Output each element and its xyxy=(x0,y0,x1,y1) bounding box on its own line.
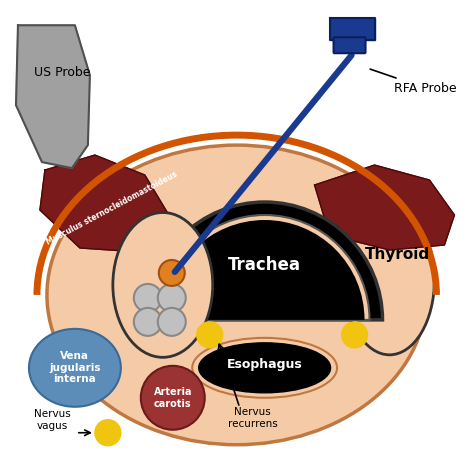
FancyBboxPatch shape xyxy=(334,37,365,53)
Ellipse shape xyxy=(199,343,330,393)
Text: Nervus
vagus: Nervus vagus xyxy=(34,409,70,431)
Circle shape xyxy=(197,322,223,348)
Ellipse shape xyxy=(113,212,213,357)
Polygon shape xyxy=(40,155,175,252)
Polygon shape xyxy=(16,25,90,168)
Circle shape xyxy=(159,260,185,286)
Circle shape xyxy=(141,366,205,430)
Circle shape xyxy=(134,284,162,312)
Text: Nervus
recurrens: Nervus recurrens xyxy=(228,407,278,428)
Circle shape xyxy=(134,308,162,336)
Ellipse shape xyxy=(192,338,337,398)
Polygon shape xyxy=(315,165,455,250)
Polygon shape xyxy=(329,18,374,40)
Text: US Probe: US Probe xyxy=(34,66,90,79)
Ellipse shape xyxy=(47,145,427,445)
Text: Musculus sternocleidomastoideus: Musculus sternocleidomastoideus xyxy=(45,170,179,247)
Wedge shape xyxy=(160,215,370,320)
Text: Arteria
carotis: Arteria carotis xyxy=(154,387,192,409)
Text: Trachea: Trachea xyxy=(228,256,301,274)
Circle shape xyxy=(95,420,121,446)
Text: Vena
jugularis
interna: Vena jugularis interna xyxy=(49,351,100,384)
Ellipse shape xyxy=(345,205,435,355)
Text: Esophagus: Esophagus xyxy=(227,358,302,371)
Ellipse shape xyxy=(29,329,121,407)
Text: Thyroid: Thyroid xyxy=(365,248,430,262)
Circle shape xyxy=(158,284,186,312)
Circle shape xyxy=(342,322,367,348)
Text: RFA Probe: RFA Probe xyxy=(370,69,457,94)
Wedge shape xyxy=(147,202,383,320)
Wedge shape xyxy=(165,220,365,320)
Circle shape xyxy=(158,308,186,336)
